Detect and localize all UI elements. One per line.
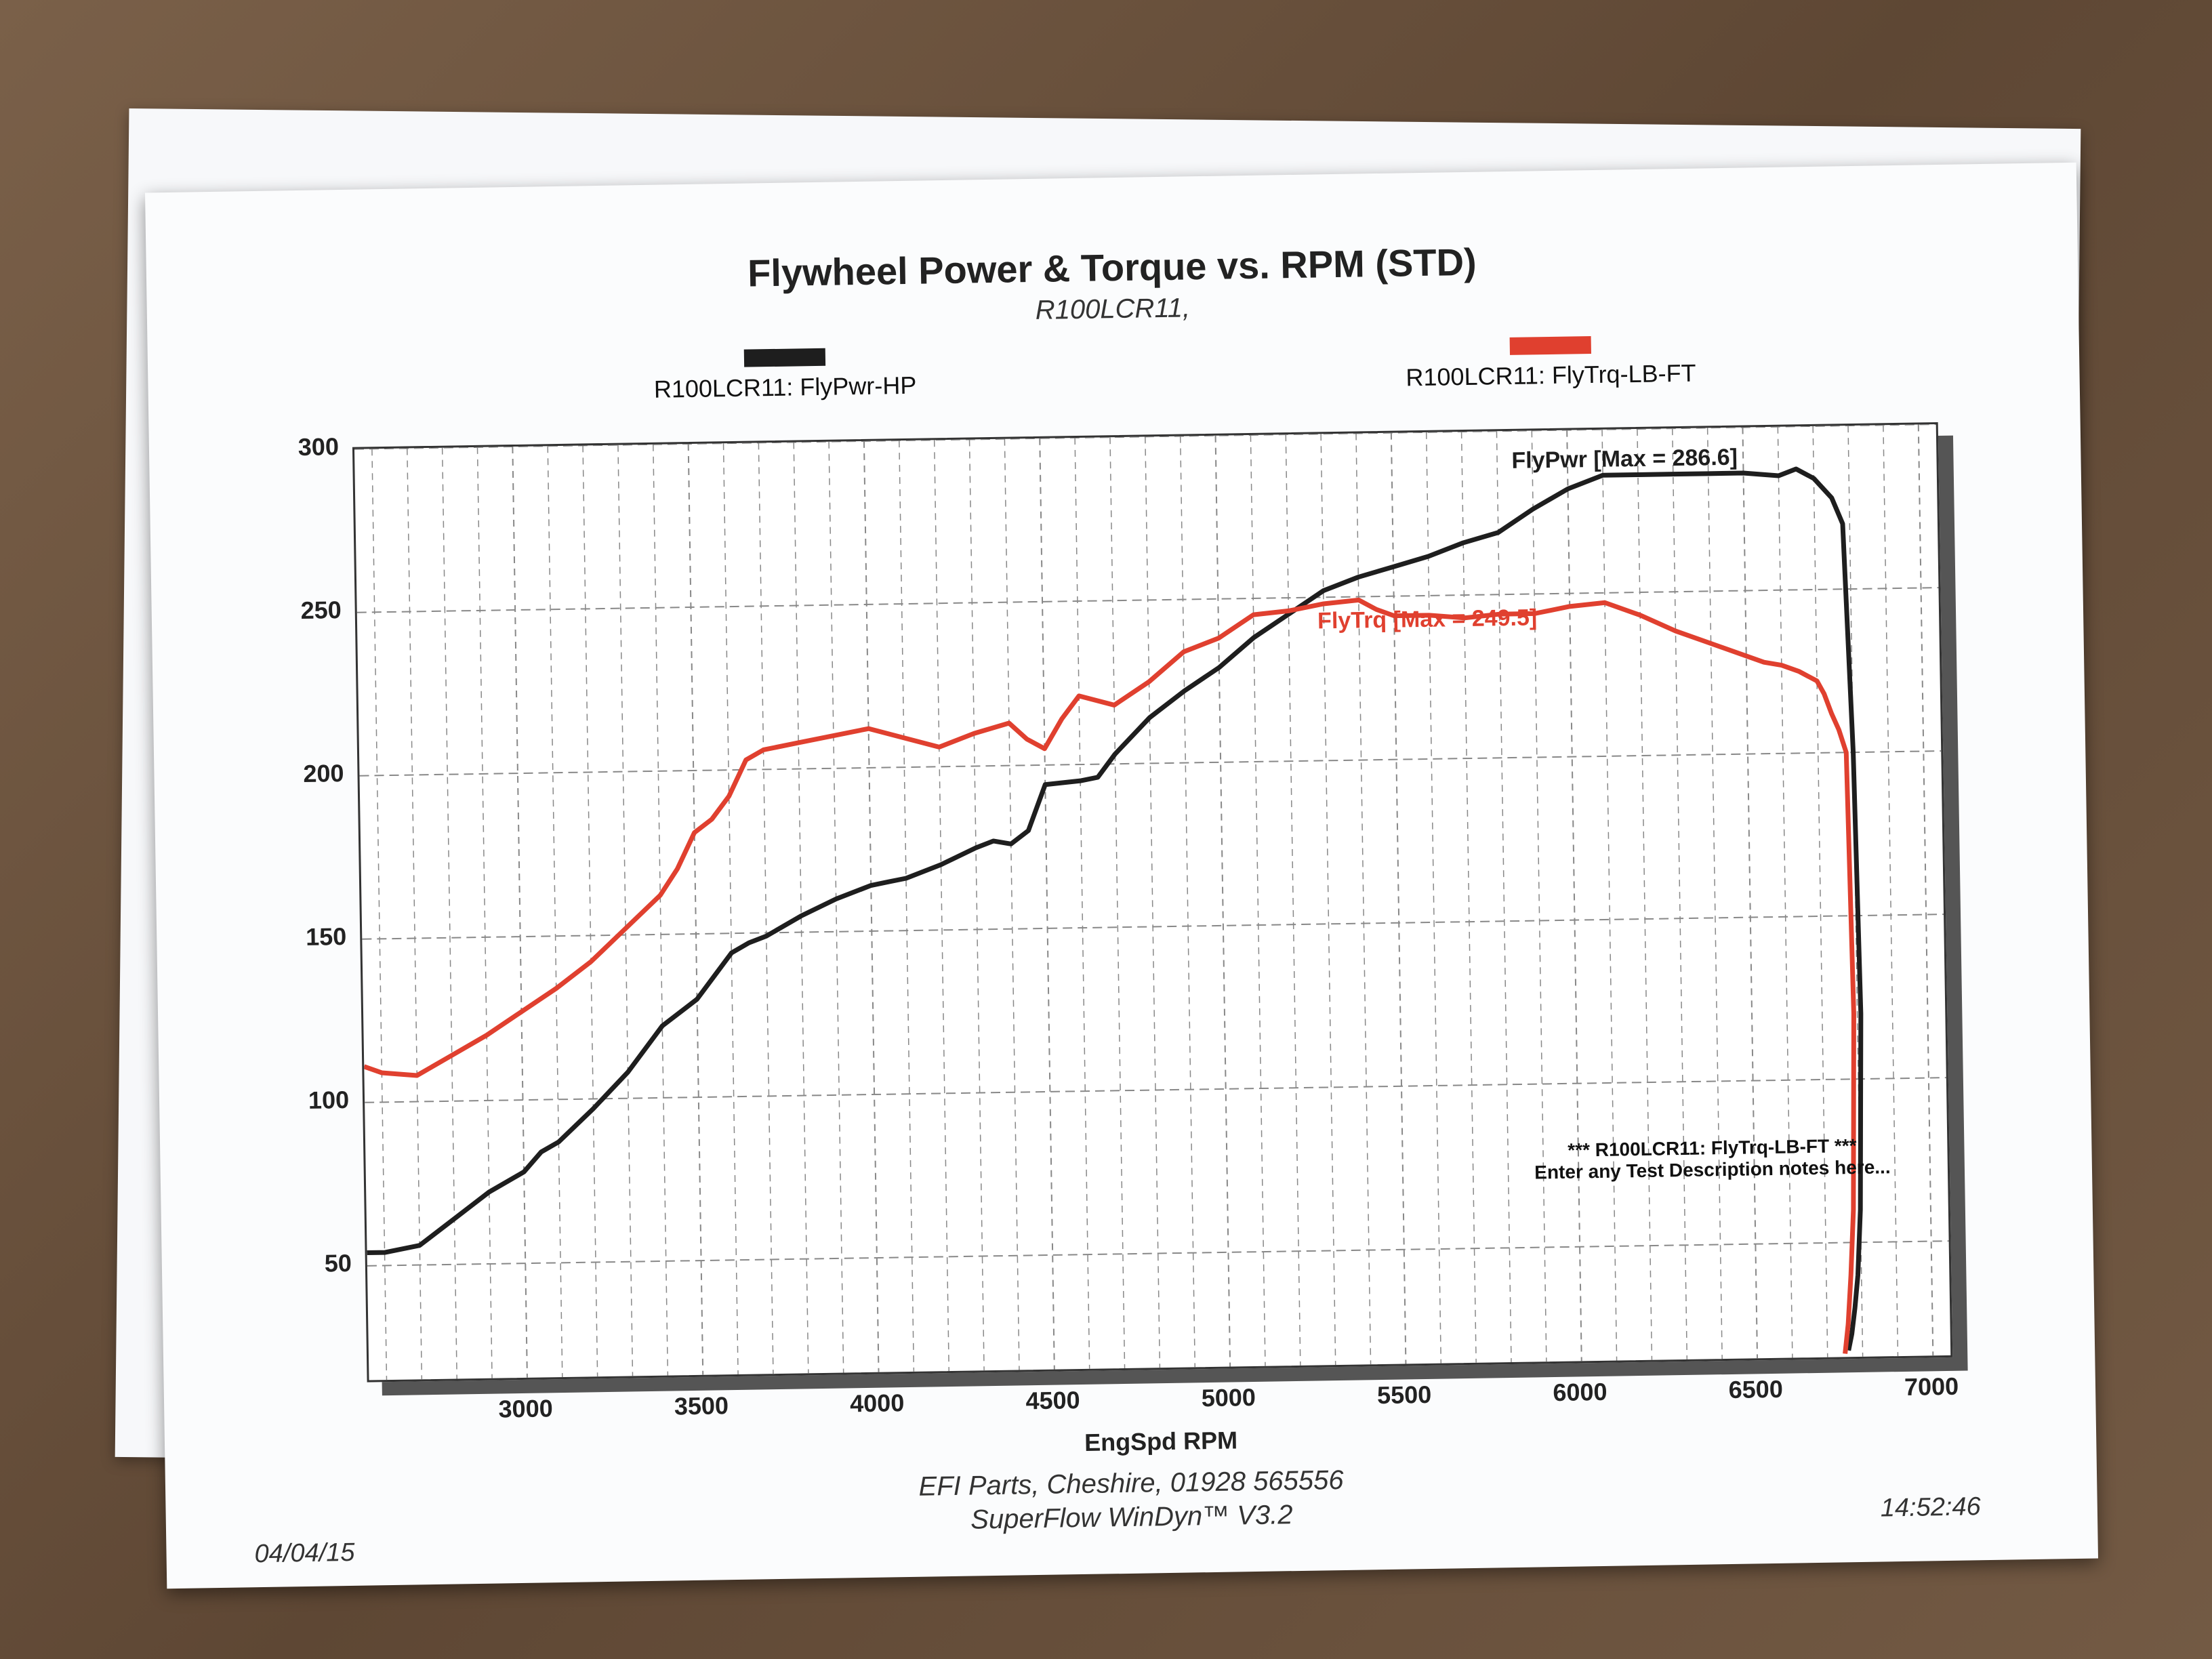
grid-vline: [1496, 431, 1512, 1363]
torque-peak-label: FlyTrq [Max = 249.5]: [1317, 605, 1538, 634]
grid-vline: [1285, 434, 1301, 1366]
dyno-printout: Flywheel Power & Torque vs. RPM (STD) R1…: [144, 162, 2099, 1589]
print-date: 04/04/15: [254, 1538, 355, 1569]
y-tick-label: 300: [298, 432, 340, 462]
x-tick-label: 6000: [1553, 1377, 1607, 1407]
x-tick-label: 5500: [1376, 1380, 1432, 1410]
y-tick-label: 150: [305, 922, 347, 951]
legend-torque-swatch: [1509, 336, 1591, 355]
x-tick-label: 5000: [1201, 1382, 1256, 1412]
grid-vline: [1355, 433, 1372, 1365]
legend-power-swatch: [743, 348, 826, 367]
legend-torque-label: R100LCR11: FlyTrq-LB-FT: [1406, 359, 1696, 392]
grid-vline: [1601, 429, 1618, 1361]
grid-vline: [1425, 432, 1442, 1364]
grid-vline: [968, 439, 985, 1371]
grid-vline: [1812, 426, 1828, 1357]
grid-vline: [687, 443, 704, 1375]
grid-vline: [1109, 437, 1126, 1369]
x-tick-label: 3000: [498, 1394, 553, 1423]
grid-vline: [1883, 425, 1899, 1357]
grid-hline: [354, 424, 1936, 450]
x-tick-label: 4000: [849, 1389, 905, 1418]
grid-vline: [1039, 438, 1055, 1370]
grid-vline: [1004, 438, 1020, 1370]
x-tick-label: 7000: [1904, 1372, 1959, 1401]
grid-vline: [1179, 436, 1196, 1368]
print-time: 14:52:46: [1880, 1492, 1982, 1523]
grid-vline: [1074, 437, 1090, 1369]
grid-vline: [1671, 428, 1688, 1359]
grid-vline: [1531, 430, 1547, 1362]
grid-vline: [1917, 424, 1934, 1356]
plot-svg: [354, 424, 1949, 1380]
grid-vline: [863, 441, 880, 1372]
series-line-power: [367, 466, 1864, 1351]
grid-vline: [1777, 426, 1793, 1358]
grid-vline: [933, 440, 950, 1372]
grid-vline: [653, 444, 669, 1376]
y-tick-label: 200: [303, 759, 344, 788]
y-tick-label: 250: [300, 596, 342, 625]
x-tick-label: 3500: [674, 1391, 729, 1420]
grid-vline: [512, 447, 528, 1378]
y-tick-label: 50: [324, 1249, 352, 1277]
grid-vline: [1637, 428, 1653, 1360]
legend-power: R100LCR11: FlyPwr-HP: [581, 346, 989, 405]
grid-vline: [1390, 432, 1407, 1364]
power-peak-label: FlyPwr [Max = 286.6]: [1511, 444, 1738, 474]
grid-hline: [356, 587, 1939, 613]
grid-hline: [359, 750, 1942, 777]
grid-vline: [1706, 428, 1723, 1359]
grid-vline: [1566, 430, 1582, 1361]
grid-vline: [722, 443, 739, 1374]
grid-vline: [899, 441, 915, 1372]
grid-hline: [365, 1077, 1946, 1103]
grid-vline: [547, 446, 563, 1378]
grid-vline: [1742, 427, 1759, 1359]
grid-vline: [617, 445, 634, 1376]
test-note: *** R100LCR11: FlyTrq-LB-FT *** Enter an…: [1509, 1134, 1916, 1184]
grid-vline: [758, 443, 774, 1374]
grid-hline: [367, 1240, 1949, 1267]
x-tick-label: 4500: [1025, 1386, 1080, 1415]
plot-area: [352, 422, 1953, 1382]
grid-vline: [793, 442, 809, 1374]
grid-vline: [1250, 434, 1266, 1366]
grid-vline: [441, 447, 457, 1379]
legend-torque: R100LCR11: FlyTrq-LB-FT: [1347, 333, 1755, 392]
grid-vline: [828, 441, 844, 1373]
grid-vline: [1214, 435, 1231, 1367]
grid-vline: [1145, 436, 1161, 1368]
grid-vline: [407, 448, 423, 1380]
grid-hline: [362, 914, 1944, 940]
grid-vline: [1320, 434, 1336, 1366]
grid-vline: [582, 445, 598, 1377]
grid-vline: [1460, 432, 1477, 1363]
grid-vline: [371, 449, 388, 1380]
x-tick-label: 6500: [1728, 1374, 1784, 1404]
legend-power-label: R100LCR11: FlyPwr-HP: [653, 371, 917, 403]
y-tick-label: 100: [308, 1086, 350, 1115]
grid-vline: [476, 447, 493, 1378]
series-line-torque: [363, 597, 1856, 1354]
